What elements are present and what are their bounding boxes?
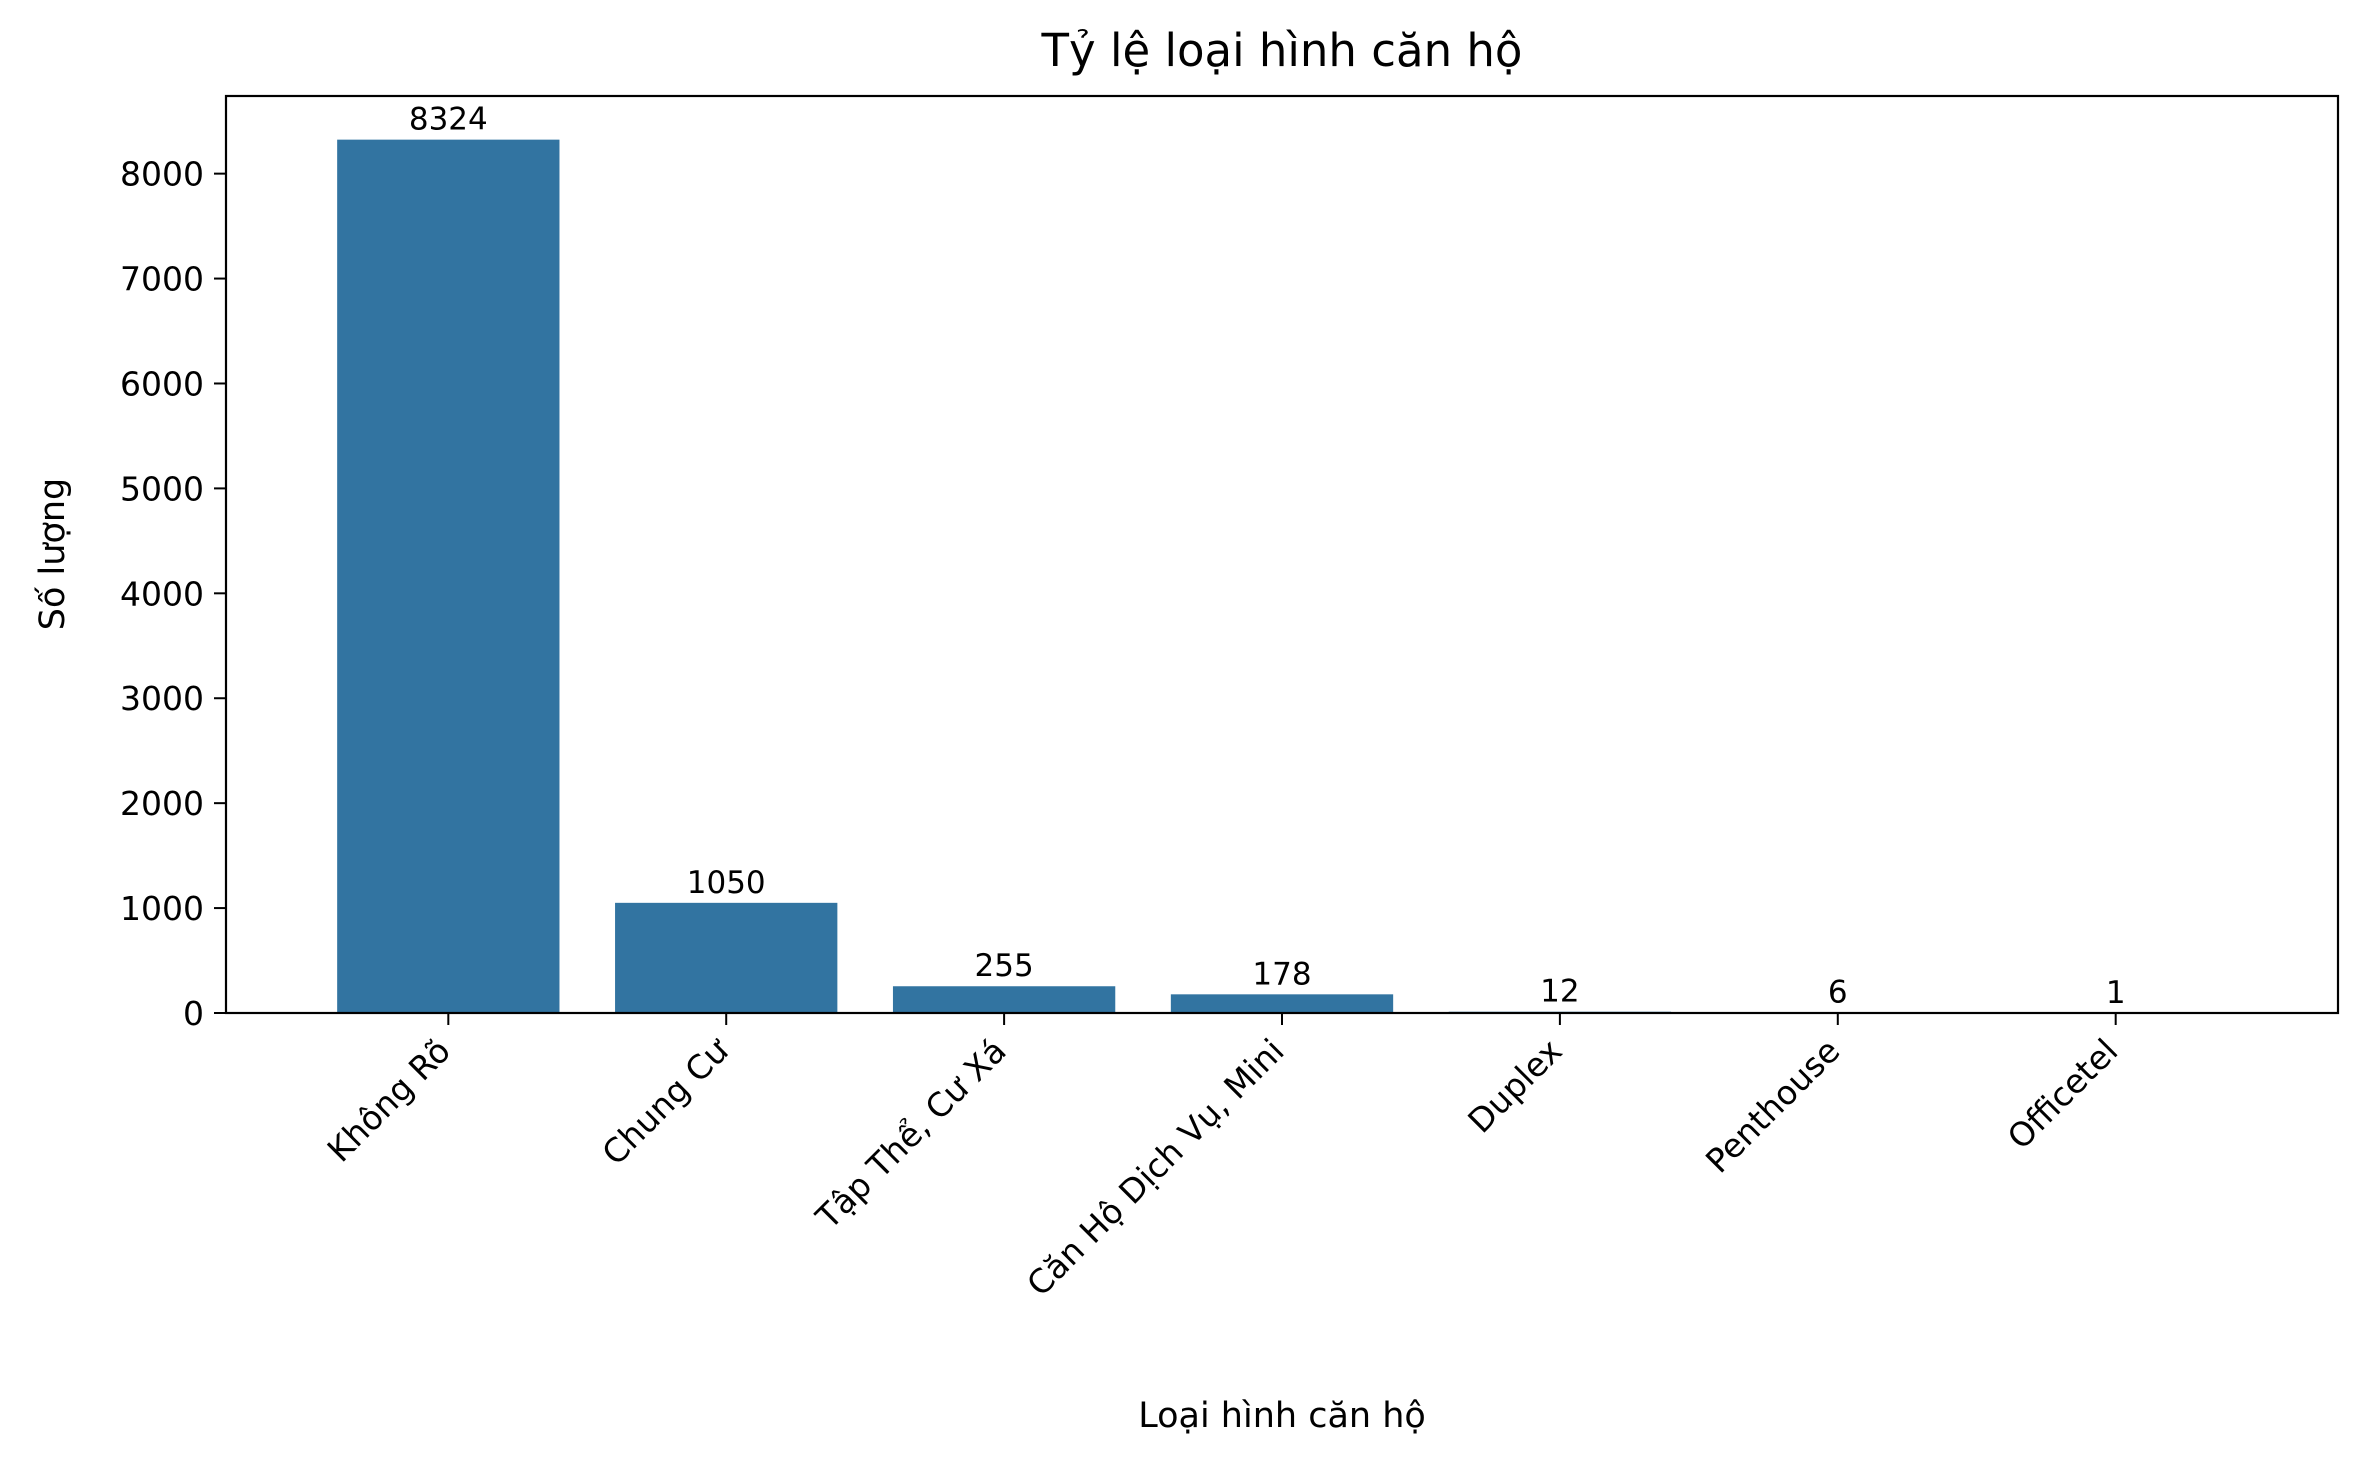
y-tick-label: 7000 — [120, 260, 204, 299]
bar — [337, 139, 560, 1014]
x-axis-label: Loại hình căn hộ — [1138, 1396, 1426, 1436]
bar-value-label: 178 — [1252, 956, 1311, 992]
chart-title: Tỷ lệ loại hình căn hộ — [1041, 24, 1523, 77]
bar-value-label: 1050 — [687, 865, 766, 901]
y-tick-label: 4000 — [120, 574, 204, 613]
bar — [1170, 994, 1394, 1013]
bar-value-label: 8324 — [409, 102, 488, 138]
bar — [892, 986, 1116, 1013]
y-tick-label: 8000 — [120, 155, 204, 194]
y-tick-label: 2000 — [120, 784, 204, 823]
y-tick-label: 0 — [183, 994, 204, 1033]
axes-frame — [224, 94, 2340, 1015]
y-tick-label: 5000 — [120, 469, 204, 508]
bar — [615, 902, 838, 1013]
bar-value-label: 1 — [2106, 975, 2126, 1011]
bar-value-label: 255 — [975, 948, 1034, 984]
y-axis-label: Số lượng — [33, 478, 73, 630]
bar-value-label: 6 — [1828, 974, 1848, 1010]
bar-value-label: 12 — [1540, 974, 1579, 1010]
y-tick-label: 6000 — [120, 364, 204, 403]
y-tick-label: 1000 — [120, 889, 204, 928]
y-tick-label: 3000 — [120, 679, 204, 718]
